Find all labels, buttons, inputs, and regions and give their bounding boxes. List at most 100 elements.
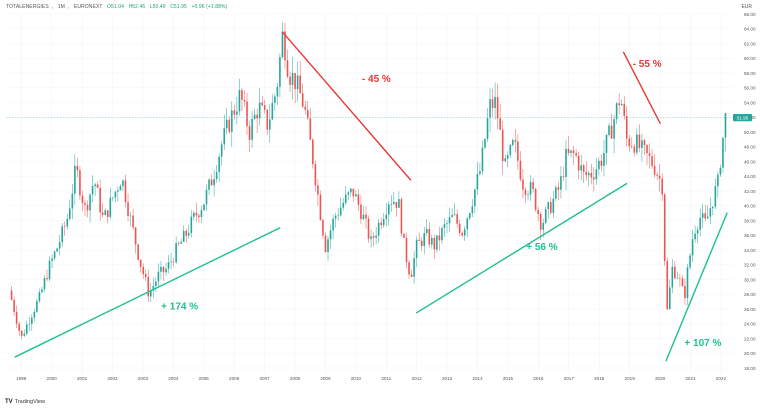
candle	[709, 197, 712, 225]
candle-body	[671, 266, 674, 288]
candle	[501, 120, 504, 175]
trend-percent-label: + 56 %	[526, 242, 558, 253]
candle	[529, 175, 532, 202]
candle-body	[236, 111, 238, 115]
candle-body	[625, 115, 628, 139]
candle-body	[71, 193, 74, 209]
candle	[448, 207, 451, 232]
candle-body	[565, 148, 567, 177]
candle-body	[20, 330, 23, 336]
symbol-name[interactable]: TOTALENERGIES	[6, 4, 49, 10]
candle	[144, 269, 147, 281]
candle	[463, 226, 466, 241]
candle-body	[61, 226, 64, 243]
candle-body	[610, 125, 613, 139]
candle	[43, 275, 46, 293]
candle	[137, 243, 139, 262]
candle-body	[190, 216, 193, 233]
candle-body	[94, 184, 96, 187]
candle-body	[694, 233, 696, 240]
price-tick-label: 42.00	[744, 189, 756, 194]
candle	[663, 192, 666, 266]
candle	[357, 189, 360, 212]
candle	[696, 226, 699, 244]
candle-body	[658, 175, 661, 179]
candle-body	[666, 261, 669, 309]
candle-body	[233, 110, 236, 115]
candle-body	[560, 176, 562, 190]
candle-body	[319, 194, 322, 221]
candle	[86, 200, 89, 218]
candle	[550, 197, 552, 215]
tradingview-logo-icon: TV	[5, 399, 13, 405]
candle	[466, 217, 469, 238]
candle-body	[714, 186, 717, 207]
price-tick-label: 56.00	[744, 86, 756, 91]
candle	[382, 213, 385, 228]
time-tick-label: 2004	[168, 376, 179, 381]
candle	[714, 178, 717, 209]
price-tick-label: 20.00	[744, 351, 756, 356]
candle	[514, 128, 517, 153]
candle-body	[23, 333, 26, 336]
candle-body	[167, 262, 170, 269]
candle	[544, 206, 547, 225]
candle-body	[684, 286, 686, 299]
currency-label[interactable]: EUR	[741, 4, 752, 10]
candle	[261, 95, 264, 107]
time-tick-label: 2005	[199, 376, 210, 381]
candle	[701, 203, 704, 228]
candle	[451, 208, 453, 218]
tradingview-brand[interactable]: TV TradingView	[5, 399, 45, 405]
candle-body	[276, 86, 279, 97]
candle-body	[696, 229, 699, 234]
candle-body	[691, 239, 694, 256]
candle	[236, 96, 238, 125]
candle-body	[352, 188, 355, 197]
time-tick-label: 2008	[290, 376, 301, 381]
interval[interactable]: 1M	[57, 4, 65, 10]
candle	[552, 190, 555, 219]
time-tick-label: 2018	[594, 376, 605, 381]
candle	[461, 231, 463, 238]
candle	[233, 104, 236, 120]
candle-body	[431, 237, 433, 245]
candle-body	[342, 202, 345, 208]
price-tick-label: 24.00	[744, 322, 756, 327]
candle-body	[337, 215, 339, 216]
candle	[289, 71, 291, 93]
candle	[215, 164, 218, 183]
candle-body	[48, 260, 51, 280]
low-value: L50.49	[149, 4, 166, 10]
candle	[339, 197, 342, 217]
candle	[555, 185, 557, 201]
candle	[256, 108, 258, 133]
price-tick-label: 30.00	[744, 277, 756, 282]
candle	[167, 254, 170, 274]
candle-body	[484, 139, 486, 148]
candle-body	[228, 119, 231, 132]
candle-body	[418, 239, 420, 241]
candle-body	[577, 155, 580, 171]
candle-body	[357, 194, 360, 205]
candle	[91, 175, 94, 202]
change-value: +0.96 (+1.88%)	[191, 4, 228, 10]
candle-body	[605, 134, 608, 153]
candle-body	[489, 99, 491, 119]
candle	[210, 174, 213, 186]
candle-body	[266, 109, 269, 130]
candle-body	[344, 194, 347, 203]
candle	[208, 178, 210, 195]
candle-body	[119, 186, 122, 191]
candle	[610, 113, 613, 139]
candle	[608, 122, 610, 137]
candle	[638, 124, 641, 152]
time-tick-label: 2006	[229, 376, 240, 381]
candle	[522, 169, 524, 199]
candle	[69, 199, 71, 221]
candle	[575, 148, 577, 158]
candle-body	[165, 268, 167, 273]
candle	[385, 203, 388, 227]
